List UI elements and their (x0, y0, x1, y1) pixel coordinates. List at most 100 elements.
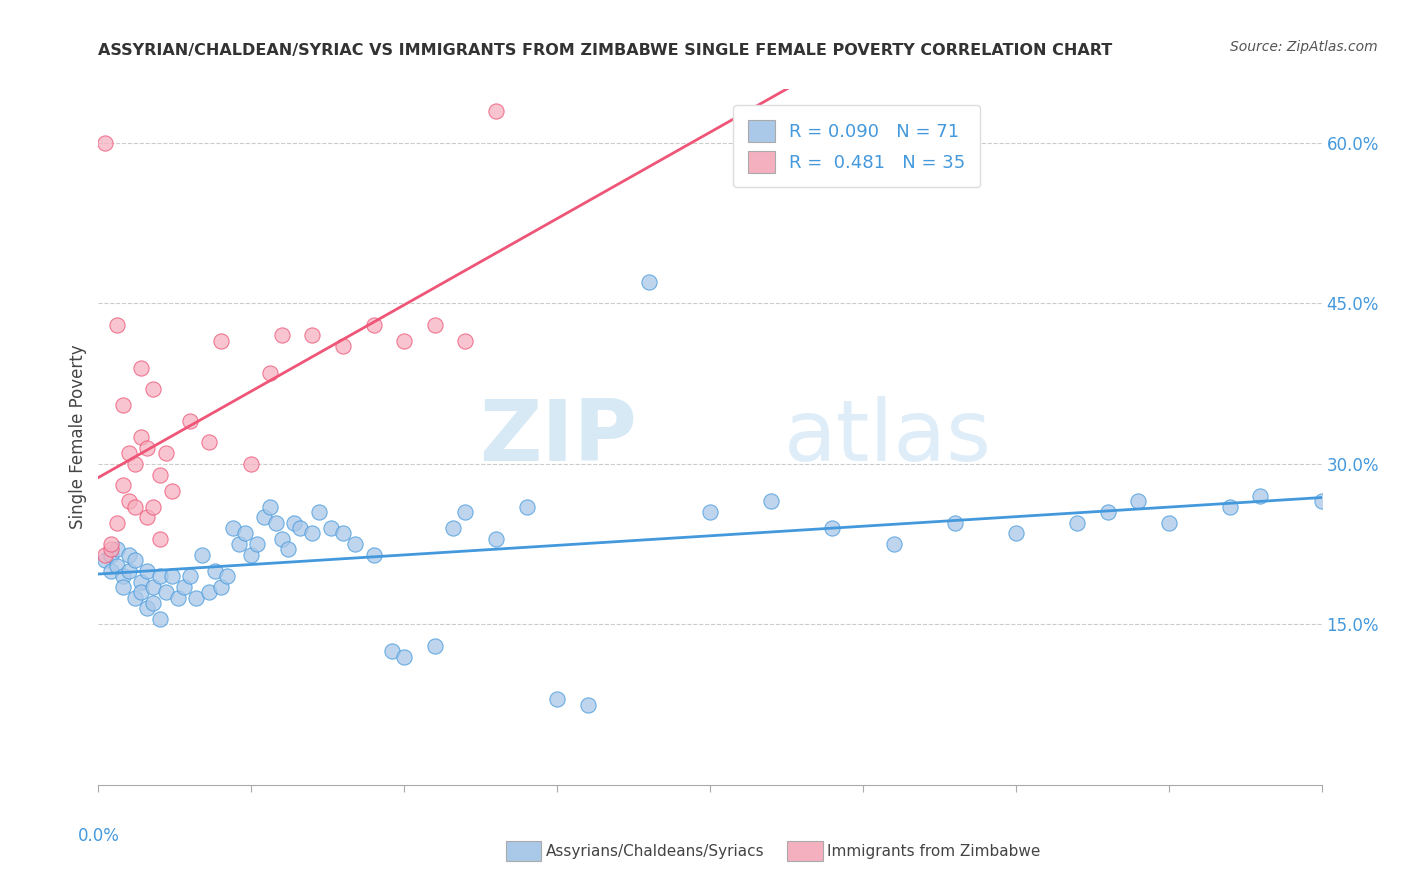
Point (1097, 505, 1119, 519)
Point (191, 548, 214, 562)
Point (228, 537, 250, 551)
Point (363, 318, 385, 332)
Text: ZIP: ZIP (479, 395, 637, 479)
Point (179, 414, 201, 428)
Point (100, 542, 122, 557)
Point (142, 500, 165, 514)
Point (454, 505, 477, 519)
Point (111, 398, 134, 412)
Point (1310, 494, 1333, 508)
Text: Source: ZipAtlas.com: Source: ZipAtlas.com (1230, 39, 1378, 54)
Point (155, 585, 177, 599)
Point (155, 446, 177, 460)
Point (270, 532, 292, 546)
Point (136, 564, 159, 578)
Point (129, 360, 152, 375)
Point (149, 467, 172, 482)
Point (111, 569, 134, 583)
Point (129, 430, 152, 444)
Point (167, 591, 190, 605)
Point (209, 580, 232, 594)
Point (381, 644, 404, 658)
Point (118, 494, 141, 508)
Point (301, 526, 323, 541)
Text: 0.0%: 0.0% (77, 827, 120, 845)
Point (160, 569, 183, 583)
Point (319, 521, 342, 535)
Text: Assyrians/Chaldeans/Syriacs: Assyrians/Chaldeans/Syriacs (546, 845, 763, 859)
Point (264, 516, 287, 530)
Point (344, 537, 367, 551)
Point (441, 521, 464, 535)
Point (204, 564, 226, 578)
Point (240, 457, 263, 471)
Point (883, 537, 905, 551)
Point (485, 103, 508, 118)
Point (118, 564, 141, 578)
Point (149, 569, 172, 583)
Point (173, 580, 195, 594)
Point (423, 639, 446, 653)
Point (222, 521, 245, 535)
Point (546, 692, 568, 706)
Point (290, 521, 312, 535)
Point (209, 334, 232, 348)
Point (124, 553, 146, 567)
Point (821, 521, 844, 535)
Point (136, 601, 159, 615)
Point (93, 553, 115, 567)
Point (93, 548, 115, 562)
Point (332, 339, 354, 353)
Point (454, 334, 477, 348)
Point (576, 698, 599, 712)
Point (118, 548, 141, 562)
Point (129, 574, 152, 589)
Text: Immigrants from Zimbabwe: Immigrants from Zimbabwe (827, 845, 1040, 859)
Point (259, 500, 281, 514)
Point (124, 591, 146, 605)
Point (111, 580, 134, 594)
Point (240, 548, 263, 562)
Point (118, 446, 141, 460)
Point (215, 569, 238, 583)
Point (233, 526, 256, 541)
Y-axis label: Single Female Poverty: Single Female Poverty (69, 345, 87, 529)
Point (100, 537, 122, 551)
Point (246, 537, 269, 551)
Point (1128, 494, 1150, 508)
Point (423, 318, 446, 332)
Point (516, 500, 538, 514)
Point (100, 548, 122, 562)
Point (637, 275, 661, 289)
Text: ASSYRIAN/CHALDEAN/SYRIAC VS IMMIGRANTS FROM ZIMBABWE SINGLE FEMALE POVERTY CORRE: ASSYRIAN/CHALDEAN/SYRIAC VS IMMIGRANTS F… (98, 43, 1112, 58)
Point (179, 569, 201, 583)
Point (363, 548, 385, 562)
Point (1157, 516, 1180, 530)
Point (136, 441, 159, 455)
Point (142, 596, 165, 610)
Point (252, 510, 274, 524)
Legend: R = 0.090   N = 71, R =  0.481   N = 35: R = 0.090 N = 71, R = 0.481 N = 35 (734, 105, 980, 187)
Point (186, 591, 208, 605)
Point (259, 366, 281, 380)
Point (197, 585, 219, 599)
Point (93, 136, 115, 150)
Text: atlas: atlas (783, 395, 991, 479)
Point (111, 478, 134, 492)
Point (142, 580, 165, 594)
Point (699, 505, 721, 519)
Point (283, 516, 305, 530)
Point (759, 494, 782, 508)
Point (197, 435, 219, 450)
Point (105, 558, 128, 573)
Point (105, 542, 128, 557)
Point (392, 334, 416, 348)
Point (124, 457, 146, 471)
Point (1219, 500, 1241, 514)
Point (308, 505, 330, 519)
Point (149, 612, 172, 626)
Point (332, 526, 354, 541)
Point (277, 542, 299, 557)
Point (392, 649, 416, 664)
Point (105, 318, 128, 332)
